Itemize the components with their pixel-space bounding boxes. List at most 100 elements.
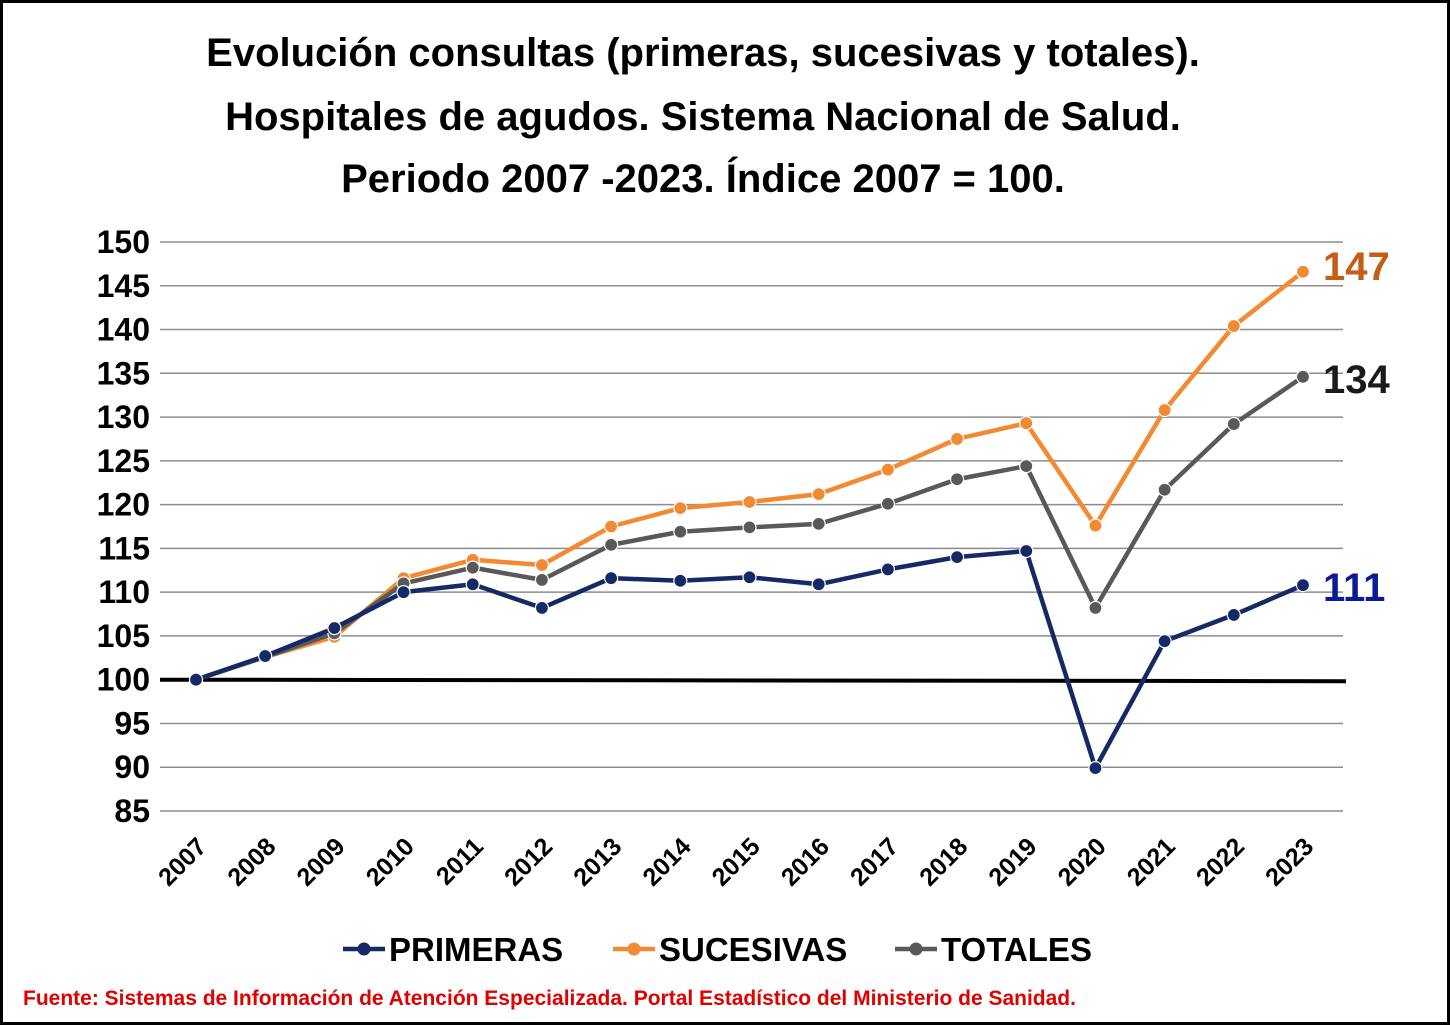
legend-label: PRIMERAS: [389, 931, 563, 968]
data-point: [673, 524, 688, 539]
legend-marker: [357, 942, 371, 956]
data-point: [673, 501, 688, 516]
data-point: [949, 550, 965, 565]
data-point: [1157, 482, 1172, 497]
data-point: [534, 557, 550, 573]
x-tick-label: 2018: [914, 832, 973, 891]
end-label-totales: 134: [1323, 358, 1390, 402]
end-label-primeras: 111: [1323, 566, 1385, 610]
line-chart: 150145140135130125120115110105100959085 …: [97, 224, 1391, 968]
x-tick-label: 2011: [431, 832, 489, 890]
data-point: [1088, 518, 1103, 533]
reference-line-100: [159, 677, 1347, 684]
data-point: [534, 600, 550, 616]
data-point: [1295, 369, 1311, 384]
data-point: [465, 577, 480, 592]
data-point: [188, 672, 204, 687]
data-point: [1088, 600, 1103, 616]
data-point: [1088, 761, 1103, 776]
data-point: [604, 571, 619, 586]
chart-title-line-1: Evolución consultas (primeras, sucesivas…: [206, 31, 1200, 75]
data-point: [1295, 578, 1311, 593]
data-point: [742, 520, 757, 535]
y-tick-label: 145: [97, 268, 150, 304]
series-primeras: [188, 543, 1311, 776]
data-point: [880, 496, 895, 511]
grid-lines: [160, 241, 1343, 812]
data-point: [673, 573, 688, 588]
legend-marker: [627, 942, 641, 956]
data-point: [1226, 318, 1241, 334]
data-point: [1226, 607, 1241, 623]
reference-line-group: [159, 677, 1347, 684]
data-point: [1019, 416, 1034, 431]
x-tick-label: 2019: [983, 832, 1042, 891]
legend-item-sucesivas: SUCESIVAS: [613, 931, 847, 968]
y-tick-label: 100: [97, 662, 150, 698]
data-point: [1157, 402, 1172, 418]
x-tick-label: 2020: [1053, 832, 1112, 891]
y-tick-label: 85: [114, 793, 150, 829]
legend-item-primeras: PRIMERAS: [343, 931, 563, 968]
chart-title-line-2: Hospitales de agudos. Sistema Nacional d…: [225, 95, 1181, 139]
y-tick-label: 115: [98, 530, 150, 566]
x-tick-label: 2007: [153, 832, 212, 891]
x-tick-label: 2021: [1122, 832, 1181, 891]
y-tick-label: 130: [97, 399, 150, 435]
y-axis-ticks: 150 145 140 135 130 125 120 115 110 105 100 95 90 85: [97, 224, 150, 829]
x-tick-label: 2017: [845, 832, 904, 891]
data-point: [949, 472, 965, 487]
data-point: [880, 462, 895, 477]
end-labels: 111 147 134: [1323, 245, 1390, 610]
end-label-sucesivas: 147: [1323, 245, 1390, 289]
data-point: [327, 620, 342, 636]
y-tick-label: 150: [97, 224, 150, 260]
data-point: [811, 487, 826, 502]
x-tick-label: 2008: [222, 832, 281, 891]
data-point: [1019, 458, 1034, 474]
y-tick-label: 135: [97, 355, 150, 391]
x-tick-label: 2014: [637, 832, 696, 891]
data-point: [534, 572, 550, 587]
x-tick-label: 2009: [291, 832, 350, 891]
legend-label: TOTALES: [941, 931, 1092, 968]
series-line-sucesivas: [195, 269, 1305, 682]
y-tick-label: 90: [114, 749, 150, 785]
x-tick-label: 2012: [499, 832, 558, 891]
data-point: [465, 560, 480, 575]
data-point: [880, 562, 895, 577]
y-tick-label: 140: [97, 312, 150, 348]
legend-label: SUCESIVAS: [659, 931, 847, 968]
data-point: [258, 648, 273, 664]
y-tick-label: 105: [97, 618, 150, 654]
legend: PRIMERAS SUCESIVAS TOTALES: [343, 931, 1092, 968]
x-tick-label: 2015: [707, 832, 766, 891]
data-point: [1019, 543, 1034, 559]
data-point: [1157, 634, 1172, 649]
x-tick-label: 2010: [361, 832, 420, 891]
data-point: [811, 577, 826, 592]
data-point: [604, 519, 619, 534]
data-point: [949, 431, 965, 447]
data-point: [742, 570, 757, 585]
data-point: [811, 516, 826, 531]
legend-item-totales: TOTALES: [895, 931, 1092, 968]
source-note: Fuente: Sistemas de Información de Atenc…: [23, 987, 1076, 1010]
data-point: [1295, 264, 1311, 279]
data-point: [1226, 416, 1241, 432]
series-sucesivas: [188, 264, 1311, 687]
x-tick-label: 2013: [568, 832, 627, 891]
x-tick-label: 2023: [1260, 832, 1319, 891]
data-point: [604, 537, 619, 552]
data-point: [742, 494, 757, 510]
y-tick-label: 95: [114, 705, 150, 741]
data-point: [396, 585, 411, 600]
y-tick-label: 120: [97, 487, 150, 523]
chart-title-line-3: Periodo 2007 -2023. Índice 2007 = 100.: [341, 157, 1065, 201]
legend-marker: [909, 942, 923, 956]
series-lines: [188, 264, 1311, 776]
x-axis-ticks: 2007 2008 2009 2010 2011 2012 2013 2014 2015 2016…: [153, 832, 1319, 891]
x-tick-label: 2022: [1191, 832, 1250, 891]
y-tick-label: 125: [97, 443, 150, 479]
